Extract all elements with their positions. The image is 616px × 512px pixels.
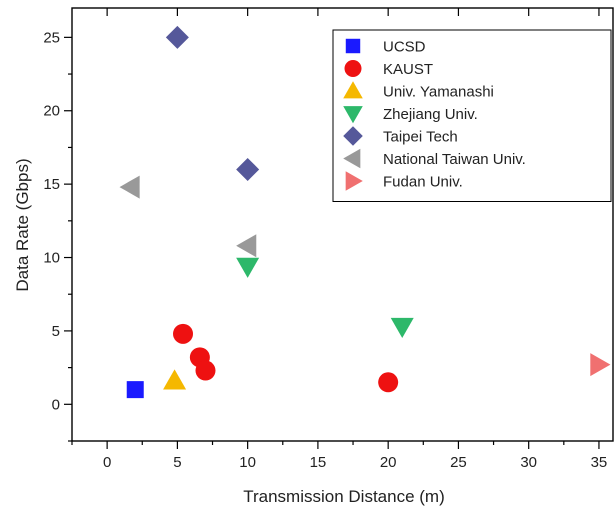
- legend-marker-triangle-right: [345, 171, 363, 191]
- y-tick-label: 0: [52, 396, 60, 413]
- data-point-triangle-up: [163, 369, 187, 390]
- x-tick-label: 10: [239, 454, 256, 471]
- y-tick-label: 20: [43, 103, 60, 120]
- data-point-triangle-left: [119, 175, 140, 199]
- legend: UCSD KAUST Univ. Yamanashi Zhejiang Univ. Ta…: [332, 29, 612, 202]
- x-tick-label: 30: [520, 454, 537, 471]
- y-tick-label: 5: [52, 323, 60, 340]
- data-point-circle: [173, 323, 194, 344]
- y-tick-label: 25: [43, 29, 60, 46]
- legend-marker-diamond: [343, 126, 363, 146]
- x-axis-title: Transmission Distance (m): [243, 487, 445, 506]
- legend-box: [332, 29, 612, 202]
- legend-label: KAUST: [383, 61, 433, 78]
- data-point-triangle-left: [236, 234, 257, 258]
- data-points: [119, 25, 611, 399]
- legend-label: UCSD: [383, 39, 426, 56]
- legend-label: Zhejiang Univ.: [383, 106, 478, 123]
- x-tick-label: 5: [173, 454, 181, 471]
- y-tick-label: 10: [43, 250, 60, 267]
- data-point-square: [126, 381, 144, 399]
- legend-marker-square: [345, 38, 361, 54]
- data-point-triangle-down: [390, 317, 414, 339]
- legend-marker-circle: [344, 60, 362, 77]
- y-tick-label: 15: [43, 176, 60, 193]
- plot-frame: [71, 7, 614, 442]
- x-tick-label: 20: [380, 454, 397, 471]
- data-point-triangle-down: [236, 257, 260, 278]
- legend-label: National Taiwan Univ.: [383, 151, 526, 168]
- legend-label: Univ. Yamanashi: [383, 84, 494, 101]
- x-tick-label: 15: [310, 454, 327, 471]
- x-tick-label: 25: [450, 454, 467, 471]
- data-point-circle: [195, 360, 216, 381]
- data-point-triangle-right: [590, 353, 611, 377]
- legend-label: Taipei Tech: [383, 129, 458, 146]
- x-tick-label: 0: [103, 454, 111, 471]
- x-tick-label: 35: [591, 454, 608, 471]
- legend-marker-triangle-left: [343, 148, 361, 169]
- data-point-diamond: [236, 157, 260, 181]
- legend-marker-triangle-up: [343, 81, 363, 99]
- y-axis-title: Data Rate (Gbps): [13, 158, 32, 291]
- legend-label: Fudan Univ.: [383, 174, 463, 191]
- data-point-circle: [378, 372, 399, 393]
- legend-marker-triangle-down: [343, 106, 363, 124]
- data-point-diamond: [165, 25, 189, 49]
- axes: 0 5 10 15 20 25 30 35 0 5 10 15 20 25: [43, 7, 614, 471]
